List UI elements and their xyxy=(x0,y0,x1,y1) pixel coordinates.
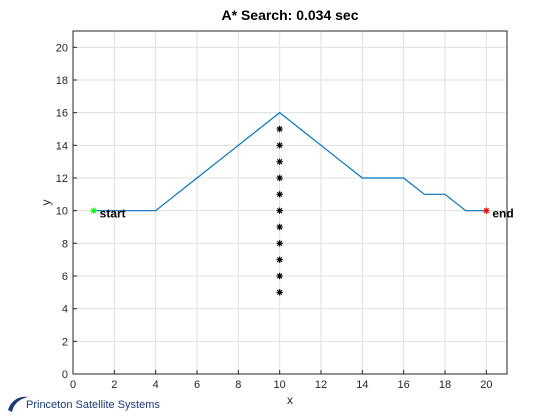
grid xyxy=(72,31,507,375)
x-tick-label: 0 xyxy=(70,379,76,391)
end-marker xyxy=(483,207,490,214)
x-tick-label: 14 xyxy=(356,379,368,391)
y-tick-label: 20 xyxy=(56,42,68,54)
company-logo: Princeton Satellite Systems xyxy=(6,394,166,418)
y-tick-label: 18 xyxy=(56,75,68,87)
x-tick-label: 18 xyxy=(439,379,451,391)
y-axis-label: y xyxy=(39,200,53,206)
plot-area xyxy=(90,111,490,296)
obstacle-marker xyxy=(276,289,283,296)
y-tick-label: 12 xyxy=(56,173,68,185)
x-tick-label: 12 xyxy=(315,379,327,391)
scatter-series-3 xyxy=(483,207,490,214)
scatter-series-2 xyxy=(90,207,97,214)
obstacle-marker xyxy=(276,223,283,231)
annotation-end: end xyxy=(492,207,513,221)
chart-title: A* Search: 0.034 sec xyxy=(222,7,359,23)
scatter-series-1 xyxy=(276,125,283,296)
obstacle-marker xyxy=(276,256,283,263)
y-tick-label: 14 xyxy=(56,140,68,152)
x-axis-label: x xyxy=(287,393,293,407)
x-tick-label: 16 xyxy=(398,379,410,391)
x-tick-label: 8 xyxy=(235,379,241,391)
y-tick-label: 16 xyxy=(56,108,68,120)
obstacle-marker xyxy=(276,158,283,165)
annotation-start: start xyxy=(100,207,126,221)
swoosh-icon xyxy=(8,396,28,412)
start-marker xyxy=(90,207,97,214)
path-line xyxy=(93,111,487,212)
obstacle-marker xyxy=(276,191,283,198)
obstacle-marker xyxy=(276,125,283,133)
x-tick-label: 10 xyxy=(274,379,286,391)
x-tick-label: 2 xyxy=(111,379,117,391)
obstacle-marker xyxy=(276,207,283,214)
axis-ticks: 0 2 4 6 8 10 12 14 16 18 20 0 2 4 6 8 10 12 14 16 18 20 xyxy=(56,42,493,391)
obstacle-marker xyxy=(276,174,283,182)
y-tick-label: 6 xyxy=(62,271,68,283)
x-tick-label: 4 xyxy=(153,379,159,391)
y-tick-label: 4 xyxy=(62,304,68,316)
x-tick-label: 20 xyxy=(480,379,492,391)
logo-text: Princeton Satellite Systems xyxy=(26,399,160,411)
axes-box xyxy=(72,30,508,375)
obstacle-marker xyxy=(276,240,283,247)
y-tick-label: 8 xyxy=(62,238,68,250)
obstacle-marker xyxy=(276,272,283,280)
annotations: start end xyxy=(100,207,514,221)
y-tick-label: 10 xyxy=(56,206,68,218)
y-tick-label: 2 xyxy=(62,336,68,348)
x-tick-label: 6 xyxy=(194,379,200,391)
obstacle-marker xyxy=(276,142,283,149)
y-tick-label: 0 xyxy=(62,369,68,381)
